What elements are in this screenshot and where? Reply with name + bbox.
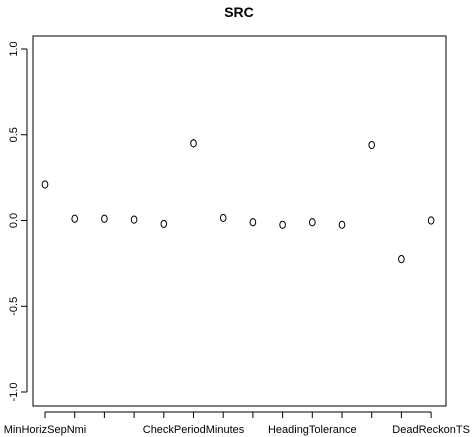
y-tick-label: 0.0 (8, 213, 20, 228)
x-tick-label: MinHorizSepNmi (4, 424, 87, 436)
y-tick-label: -0.5 (8, 297, 20, 316)
x-tick-label: HeadingTolerance (268, 424, 357, 436)
data-point (190, 139, 197, 148)
data-point (130, 215, 138, 224)
data-point (71, 214, 78, 223)
y-tick-label: -1.0 (8, 383, 20, 402)
data-point (309, 218, 316, 227)
data-point (41, 180, 49, 189)
data-point (101, 214, 108, 223)
data-point (427, 216, 435, 225)
data-points (41, 139, 435, 264)
x-tick-label: DeadReckonTS (392, 424, 470, 436)
data-point (219, 213, 227, 223)
data-point (338, 220, 346, 229)
y-tick-label: 1.0 (8, 41, 20, 56)
y-axis: -1.0 -0.5 0.0 0.5 1.0 (8, 41, 28, 402)
plot-frame (32, 35, 447, 407)
data-point (160, 219, 168, 229)
y-tick-label: 0.5 (8, 127, 20, 142)
data-point (249, 218, 257, 227)
x-axis: MinHorizSepNmi CheckPeriodMinutes HeadingT… (4, 411, 470, 436)
data-point (398, 254, 405, 264)
data-point (279, 220, 286, 229)
chart-title: SRC (224, 4, 254, 20)
data-point (368, 140, 376, 150)
x-tick-label: CheckPeriodMinutes (143, 424, 245, 436)
